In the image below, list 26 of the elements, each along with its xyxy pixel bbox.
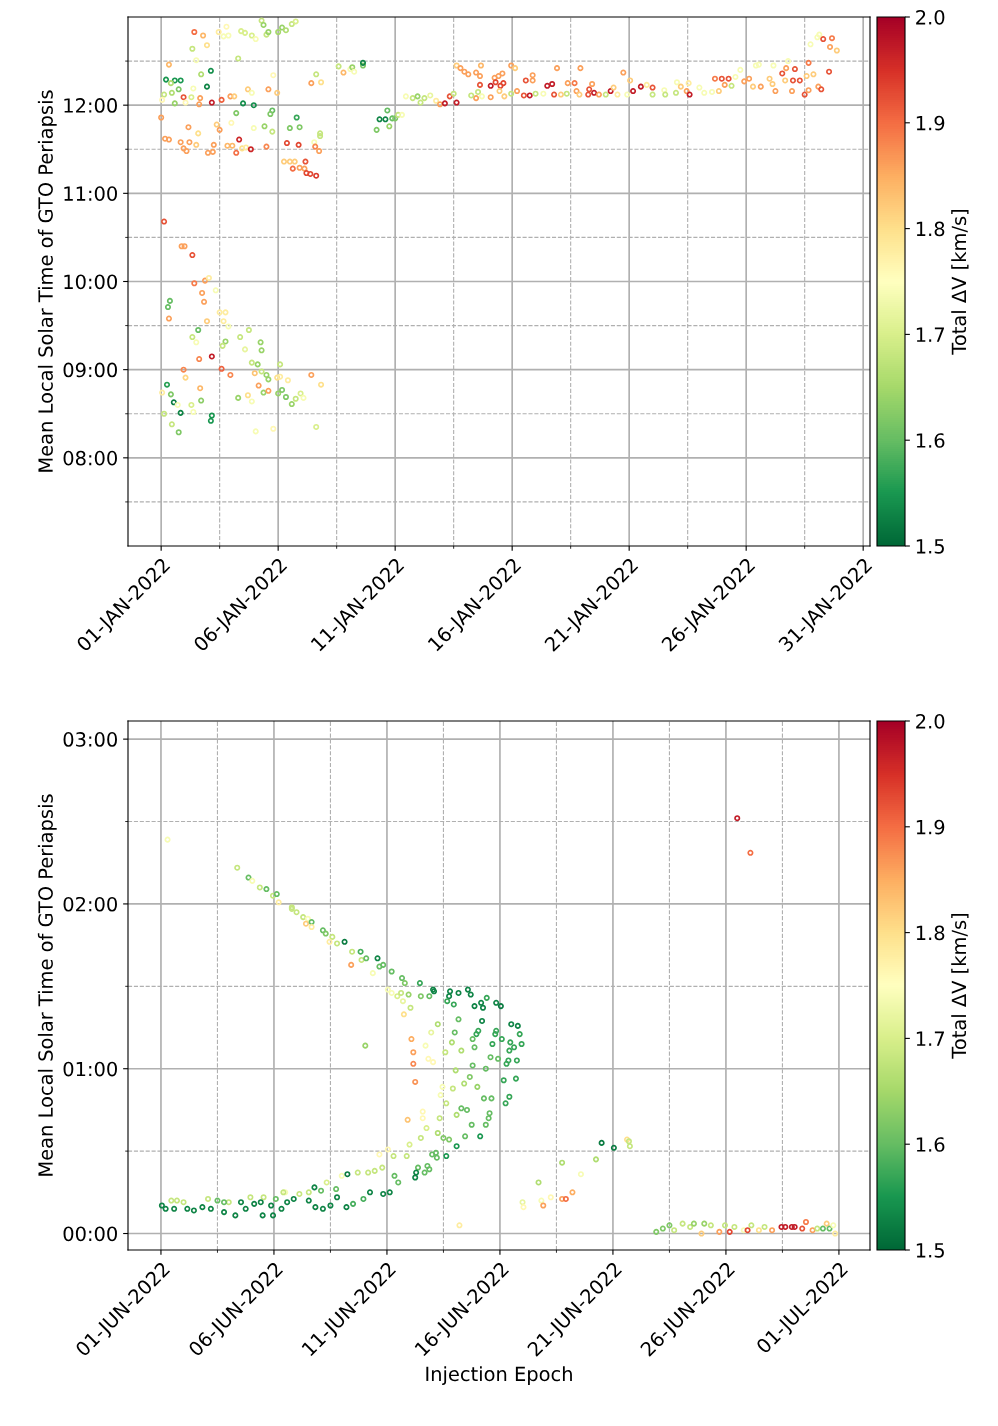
color-bar-label: 1.9 [916, 115, 945, 131]
y-tick-label: 01:00 [63, 1061, 117, 1077]
color-bar-title: Total ΔV [km/s] [951, 913, 969, 1059]
color-bar-label: 1.7 [916, 327, 944, 342]
y-tick-label: 08:00 [63, 450, 117, 466]
color-bar-title: Total ΔV [km/s] [951, 209, 969, 355]
color-bar-label: 1.8 [916, 221, 945, 237]
y-tick-label: 09:00 [63, 362, 117, 378]
color-bar-label: 1.6 [916, 433, 945, 448]
color-bar-label: 1.6 [916, 1137, 945, 1152]
x-axis-title: Injection Epoch [426, 1366, 572, 1385]
y-tick-label: 12:00 [64, 98, 117, 113]
color-bar-label: 2.0 [916, 713, 945, 729]
color-bar-label: 1.9 [916, 819, 945, 835]
color-bar-label: 1.5 [916, 539, 944, 554]
y-tick-label: 03:00 [63, 732, 117, 747]
y-tick-label: 02:00 [63, 896, 117, 912]
y-tick-label: 11:00 [64, 186, 117, 201]
color-bar-label: 1.5 [916, 1243, 944, 1258]
color-bar-label: 1.7 [916, 1031, 944, 1046]
color-bar-label: 2.0 [916, 9, 945, 25]
y-tick-label: 00:00 [63, 1226, 117, 1242]
y-tick-label: 10:00 [64, 274, 117, 290]
y-axis-title: Mean Local Solar Time of GTO Periapsis [37, 794, 57, 1176]
y-axis-title: Mean Local Solar Time of GTO Periapsis [37, 90, 57, 472]
color-bar-label: 1.8 [916, 925, 945, 941]
